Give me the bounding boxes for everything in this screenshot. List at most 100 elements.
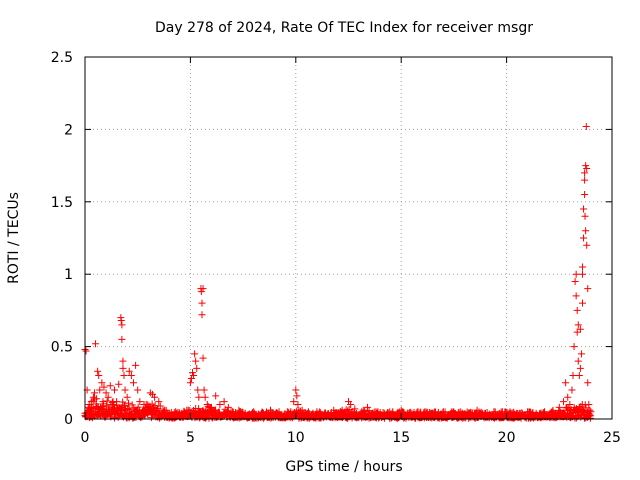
data-point bbox=[111, 386, 119, 394]
data-point bbox=[347, 401, 355, 409]
data-point bbox=[560, 398, 568, 406]
data-point bbox=[115, 380, 123, 388]
data-point bbox=[576, 364, 584, 372]
data-point bbox=[507, 409, 515, 417]
data-point bbox=[102, 389, 110, 397]
data-point bbox=[584, 379, 592, 387]
data-point bbox=[482, 409, 490, 417]
data-point bbox=[90, 389, 98, 397]
data-point bbox=[123, 393, 131, 401]
data-point bbox=[581, 212, 589, 220]
data-point bbox=[86, 408, 94, 416]
data-point bbox=[490, 408, 498, 416]
data-point bbox=[132, 361, 140, 369]
data-point bbox=[524, 408, 532, 416]
grid bbox=[85, 57, 612, 419]
data-point bbox=[359, 406, 367, 414]
data-point bbox=[125, 367, 133, 375]
data-point bbox=[583, 164, 591, 172]
data-point bbox=[573, 328, 581, 336]
data-point bbox=[577, 350, 585, 358]
data-point bbox=[134, 386, 142, 394]
baseline-point bbox=[103, 397, 111, 405]
plot-frame bbox=[84, 56, 613, 420]
data-point bbox=[555, 403, 563, 411]
baseline-point bbox=[111, 414, 119, 422]
data-point bbox=[201, 393, 209, 401]
baseline-point bbox=[119, 398, 127, 406]
data-point bbox=[338, 406, 346, 414]
data-point bbox=[98, 379, 106, 387]
baseline-point bbox=[129, 414, 137, 422]
baseline-point bbox=[106, 412, 114, 420]
data-point bbox=[456, 408, 464, 416]
axis-ticks: 0 5 10 15 20 25 0 0.5 1 1.5 2 2.5 bbox=[51, 50, 621, 446]
data-point bbox=[140, 401, 148, 409]
data-point bbox=[583, 241, 591, 249]
data-point bbox=[212, 392, 220, 400]
data-point bbox=[100, 383, 108, 391]
data-point bbox=[220, 398, 228, 406]
data-point bbox=[119, 357, 127, 365]
data-point bbox=[165, 409, 173, 417]
data-point bbox=[574, 357, 582, 365]
data-point bbox=[582, 123, 590, 131]
data-point bbox=[580, 234, 588, 242]
chart-title: Day 278 of 2024, Rate Of TEC Index for r… bbox=[155, 20, 533, 36]
data-point bbox=[108, 401, 116, 409]
data-point bbox=[87, 398, 95, 406]
x-axis-label: GPS time / hours bbox=[285, 459, 402, 475]
x-tick-label: 0 bbox=[81, 430, 90, 446]
data-point bbox=[195, 393, 203, 401]
data-point bbox=[586, 406, 594, 414]
data-point bbox=[321, 409, 329, 417]
data-point bbox=[207, 403, 215, 411]
data-point bbox=[572, 292, 580, 300]
data-point bbox=[414, 408, 422, 416]
data-point bbox=[190, 372, 198, 380]
data-point bbox=[267, 406, 275, 414]
data-point bbox=[197, 288, 205, 296]
y-tick-label: 1 bbox=[64, 267, 73, 283]
data-point bbox=[119, 364, 127, 372]
data-point bbox=[585, 401, 593, 409]
baseline-point bbox=[223, 407, 231, 415]
data-point bbox=[113, 398, 121, 406]
baseline-point bbox=[215, 408, 223, 416]
y-tick-label: 0 bbox=[64, 412, 73, 428]
data-point bbox=[562, 379, 570, 387]
data-point bbox=[178, 409, 186, 417]
data-point bbox=[363, 403, 371, 411]
data-point bbox=[575, 372, 583, 380]
data-point bbox=[198, 299, 206, 307]
data-point bbox=[578, 299, 586, 307]
data-point bbox=[172, 408, 180, 416]
data-point bbox=[92, 340, 100, 348]
data-point bbox=[294, 401, 302, 409]
baseline-point bbox=[128, 401, 136, 409]
data-point bbox=[94, 367, 102, 375]
data-point bbox=[258, 409, 266, 417]
data-point bbox=[566, 401, 574, 409]
data-point bbox=[151, 393, 159, 401]
data-point bbox=[120, 372, 128, 380]
data-point bbox=[136, 398, 144, 406]
data-point bbox=[203, 401, 211, 409]
baseline-point bbox=[125, 405, 133, 413]
baseline-point bbox=[153, 406, 161, 414]
data-point bbox=[574, 321, 582, 329]
data-point bbox=[564, 393, 572, 401]
data-point bbox=[82, 347, 90, 355]
data-point bbox=[106, 382, 114, 390]
data-point bbox=[93, 395, 101, 403]
data-point bbox=[581, 191, 589, 199]
data-point bbox=[144, 403, 152, 411]
data-point bbox=[129, 379, 137, 387]
y-tick-label: 1.5 bbox=[51, 195, 73, 211]
data-point bbox=[298, 406, 306, 414]
data-point bbox=[186, 379, 194, 387]
data-point bbox=[193, 364, 201, 372]
data-point bbox=[581, 169, 589, 177]
baseline-point bbox=[114, 411, 122, 419]
